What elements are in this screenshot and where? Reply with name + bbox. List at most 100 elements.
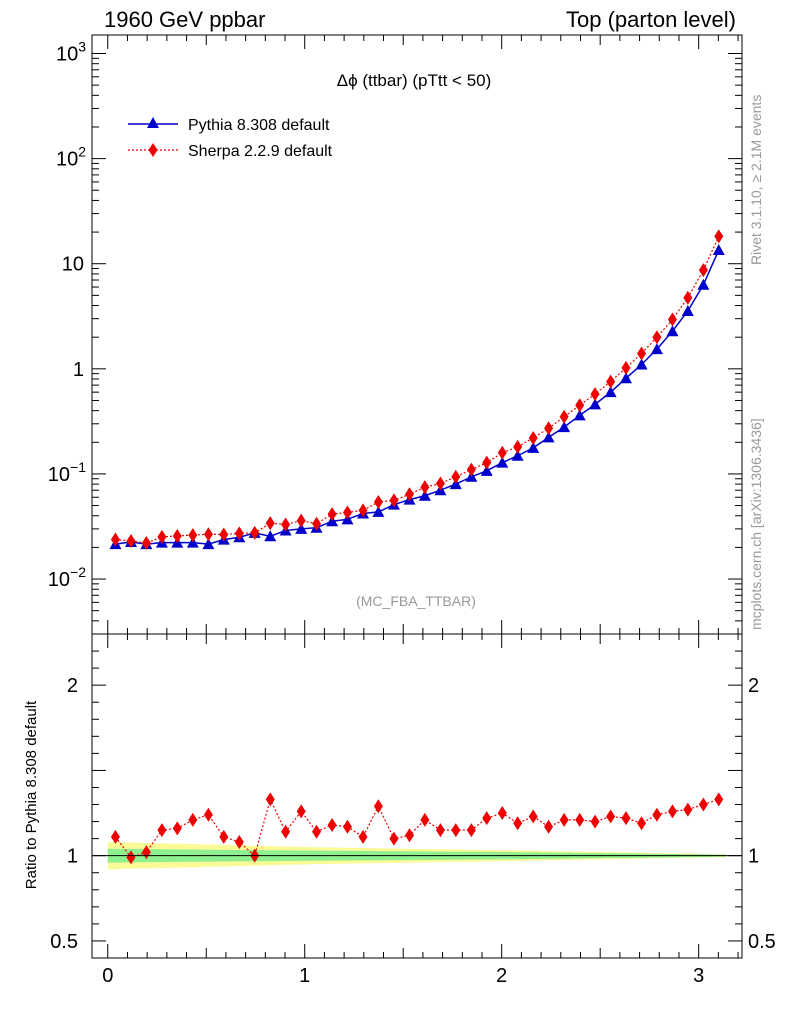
ratio-point xyxy=(435,823,445,838)
ratio-point xyxy=(544,819,554,834)
legend: Pythia 8.308 default Sherpa 2.2.9 defaul… xyxy=(128,117,333,160)
sherpa-point xyxy=(714,229,724,244)
sherpa-point xyxy=(667,312,677,327)
ratio-point xyxy=(327,817,337,832)
pythia-point xyxy=(619,372,632,384)
sherpa-point xyxy=(358,503,368,518)
pythia-line xyxy=(115,249,720,545)
sherpa-point xyxy=(637,346,647,361)
sherpa-point xyxy=(172,528,182,543)
sherpa-point xyxy=(296,513,306,528)
sherpa-point xyxy=(157,529,167,544)
x-tick-label: 3 xyxy=(693,965,704,987)
ratio-point xyxy=(667,804,677,819)
ratio-point xyxy=(203,807,213,822)
ratio-frame xyxy=(91,633,743,959)
ratio-point xyxy=(312,824,322,839)
x-tick-label: 1 xyxy=(299,965,310,987)
ratio-y-tick-label: 1 xyxy=(67,846,78,868)
pythia-point xyxy=(650,343,663,355)
sherpa-point xyxy=(575,398,585,413)
pythia-point xyxy=(480,464,493,476)
ratio-y-tick-label-right: 1 xyxy=(748,846,759,868)
sherpa-point xyxy=(312,516,322,531)
sherpa-point xyxy=(544,421,554,436)
ratio-series xyxy=(110,792,724,865)
x-tick-label: 2 xyxy=(496,965,507,987)
ratio-y-tick-label-right: 2 xyxy=(748,675,759,697)
pythia-point xyxy=(604,386,617,398)
pythia-point xyxy=(558,421,571,433)
sherpa-point xyxy=(528,430,538,445)
sherpa-point xyxy=(513,439,523,454)
sherpa-point xyxy=(482,455,492,470)
y-tick-label: 10 xyxy=(62,254,84,276)
sherpa-point xyxy=(265,516,275,531)
sherpa-point xyxy=(219,527,229,542)
pythia-point xyxy=(295,522,308,534)
ratio-y-tick-label-right: 0.5 xyxy=(748,931,776,953)
ratio-point xyxy=(575,812,585,827)
sherpa-point xyxy=(389,493,399,508)
ratio-point xyxy=(466,823,476,838)
pythia-point xyxy=(666,325,679,337)
ratio-point xyxy=(528,809,538,824)
ratio-point xyxy=(110,829,120,844)
sherpa-point xyxy=(420,480,430,495)
sherpa-point xyxy=(606,374,616,389)
ratio-point xyxy=(683,802,693,817)
y-tick-label: 103 xyxy=(56,39,86,66)
pythia-point xyxy=(186,536,199,548)
sherpa-point xyxy=(141,536,151,551)
ratio-point xyxy=(281,824,291,839)
main-series xyxy=(109,229,725,551)
pythia-point xyxy=(573,409,586,421)
sherpa-point xyxy=(281,517,291,532)
ratio-point xyxy=(126,850,136,865)
sherpa-point xyxy=(435,476,445,491)
sherpa-point xyxy=(342,505,352,520)
pythia-point xyxy=(712,244,725,256)
plot-title: Δϕ (ttbar) (pTtt < 50) xyxy=(337,71,492,90)
ratio-point xyxy=(451,823,461,838)
ratio-y-tick-label: 2 xyxy=(67,675,78,697)
ratio-point xyxy=(219,829,229,844)
ratio-point xyxy=(637,816,647,831)
y-tick-label: 102 xyxy=(56,144,86,171)
pythia-point xyxy=(372,505,385,517)
y-tick-label: 1 xyxy=(73,359,84,381)
pythia-point xyxy=(681,304,694,316)
sherpa-point xyxy=(590,387,600,402)
sherpa-point xyxy=(126,534,136,549)
ratio-point xyxy=(590,814,600,829)
ratio-point xyxy=(373,799,383,814)
pythia-point xyxy=(264,530,277,542)
axes: 10−2 10−1 1 10 102 103 0 1 2 3 0.5 0.5 1 1 2 2 xyxy=(48,34,776,987)
ratio-point xyxy=(621,811,631,826)
pythia-point xyxy=(589,398,602,410)
ratio-point xyxy=(513,816,523,831)
sherpa-point xyxy=(234,526,244,541)
ratio-point xyxy=(652,807,662,822)
sherpa-point xyxy=(110,532,120,547)
ratio-point xyxy=(296,804,306,819)
ratio-point xyxy=(405,828,415,843)
ratio-point xyxy=(172,821,182,836)
sherpa-point xyxy=(652,330,662,345)
energy-label: 1960 GeV ppbar xyxy=(104,7,266,32)
pythia-point xyxy=(511,449,524,461)
y-tick-label: 10−1 xyxy=(48,459,86,486)
sherpa-point xyxy=(559,409,569,424)
ratio-y-tick-label: 0.5 xyxy=(50,931,78,953)
ratio-point xyxy=(188,812,198,827)
ratio-point xyxy=(482,811,492,826)
sherpa-point xyxy=(250,525,260,540)
legend-pythia-label: Pythia 8.308 default xyxy=(188,117,330,134)
y-tick-label: 10−2 xyxy=(48,564,86,591)
sherpa-line xyxy=(115,236,720,544)
ratio-point xyxy=(559,812,569,827)
ratio-line xyxy=(114,797,719,859)
sherpa-point xyxy=(405,487,415,502)
ratio-point xyxy=(234,835,244,850)
